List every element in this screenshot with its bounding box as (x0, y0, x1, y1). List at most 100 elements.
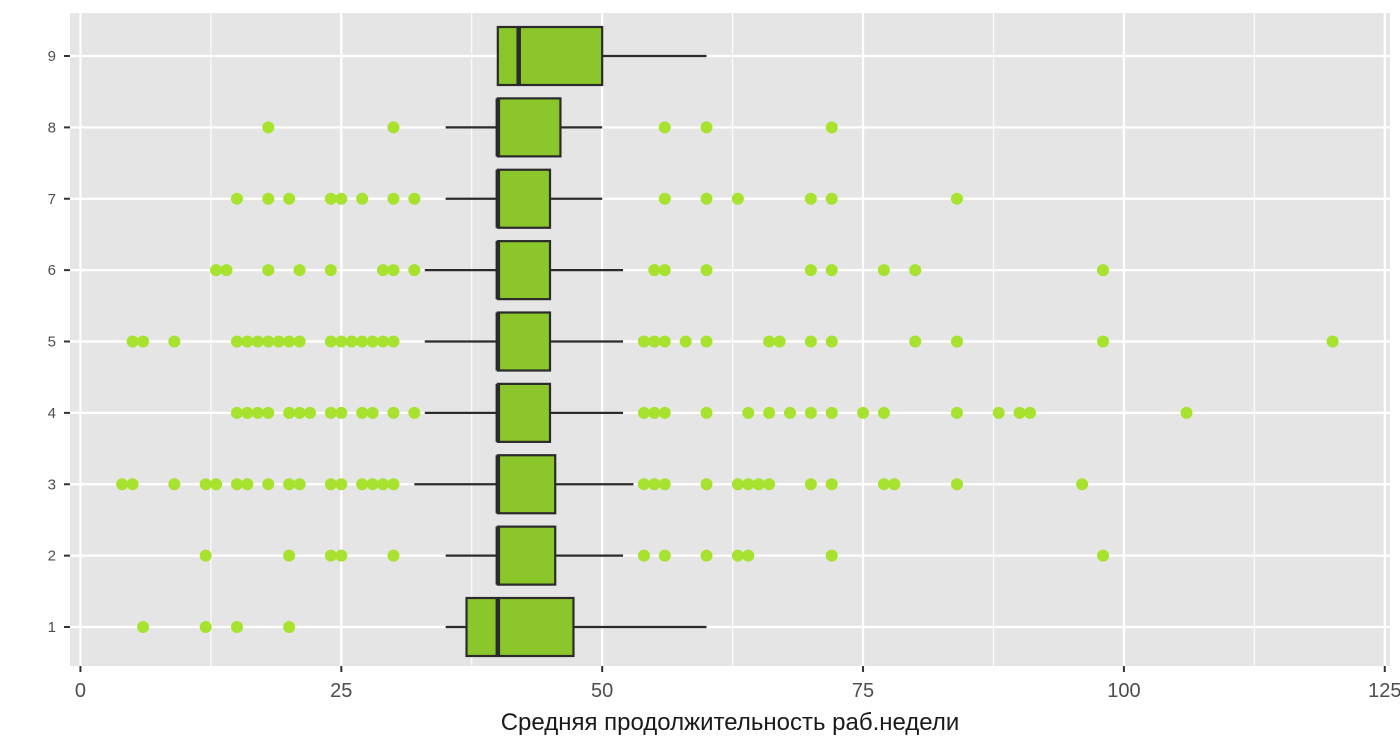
outlier-point (210, 264, 223, 277)
box-6 (424, 240, 624, 301)
outlier-point (700, 264, 713, 277)
outlier-point (742, 478, 755, 491)
outlier-point (241, 406, 254, 419)
outlier-point (377, 335, 390, 348)
box-iqr (496, 240, 552, 301)
outlier-point (877, 478, 890, 491)
box-iqr (496, 25, 604, 87)
outlier-point (752, 478, 765, 491)
outlier-point (909, 264, 922, 277)
outlier-point (324, 264, 337, 277)
outlier-point (335, 335, 348, 348)
outlier-point (950, 192, 963, 205)
outlier-point (658, 264, 671, 277)
outlier-point (1097, 335, 1110, 348)
outlier-point (324, 192, 337, 205)
outlier-point (199, 478, 212, 491)
outlier-point (387, 192, 400, 205)
outlier-point (304, 406, 316, 419)
outlier-point (293, 406, 306, 419)
outlier-point (825, 549, 838, 562)
outlier-point (262, 264, 275, 277)
outlier-point (637, 335, 650, 348)
outlier-point (126, 335, 139, 348)
outlier-point (356, 335, 369, 348)
outlier-point (230, 192, 243, 205)
outlier-point (387, 264, 400, 277)
outlier-point (387, 549, 400, 562)
outlier-point (700, 335, 713, 348)
box-iqr (496, 382, 552, 443)
box-iqr (496, 525, 557, 586)
outlier-point (356, 478, 369, 491)
outlier-point (637, 549, 650, 562)
outlier-point (387, 335, 400, 348)
outlier-point (356, 192, 369, 205)
box-iqr (496, 454, 557, 515)
outlier-point (366, 335, 379, 348)
outlier-point (763, 335, 776, 348)
outlier-point (950, 406, 963, 419)
outlier-point (700, 121, 713, 134)
outlier-point (251, 335, 264, 348)
outlier-point (1326, 335, 1339, 348)
outlier-point (888, 478, 901, 491)
y-tick-label: 4 (48, 405, 56, 422)
outlier-point (731, 478, 744, 491)
outlier-point (700, 478, 713, 491)
outlier-point (293, 335, 306, 348)
outlier-point (857, 406, 870, 419)
x-tick-label: 0 (75, 680, 86, 702)
outlier-point (679, 335, 692, 348)
outlier-point (804, 478, 817, 491)
outlier-point (648, 406, 661, 419)
outlier-point (950, 335, 963, 348)
y-tick-label: 3 (48, 476, 56, 493)
outlier-point (272, 335, 285, 348)
outlier-point (335, 549, 348, 562)
outlier-point (356, 406, 369, 419)
box-iqr (465, 596, 575, 658)
y-tick-label: 7 (48, 191, 56, 208)
outlier-point (324, 549, 337, 562)
outlier-point (742, 406, 755, 419)
box-series (414, 25, 707, 658)
outlier-point (251, 406, 264, 419)
outlier-point (262, 406, 275, 419)
box-iqr (496, 168, 552, 229)
outlier-point (199, 621, 212, 633)
grid-lines (70, 13, 1390, 666)
outlier-point (377, 478, 390, 491)
outlier-point (168, 335, 181, 348)
outlier-point (335, 478, 348, 491)
outlier-point (210, 478, 223, 491)
outlier-point (241, 478, 254, 491)
outlier-point (137, 335, 150, 348)
outlier-point (700, 192, 713, 205)
outlier-point (877, 264, 890, 277)
outlier-point (283, 335, 296, 348)
outlier-point (335, 192, 348, 205)
box-1 (445, 596, 707, 658)
outlier-point (637, 406, 650, 419)
outlier-point (366, 478, 379, 491)
outlier-point (731, 549, 744, 562)
outlier-point (241, 335, 254, 348)
outlier-point (658, 478, 671, 491)
box-iqr (496, 311, 552, 372)
outlier-point (137, 621, 150, 633)
outlier-point (658, 121, 671, 134)
outlier-point (804, 406, 817, 419)
outlier-point (377, 264, 390, 277)
outlier-point (1097, 549, 1110, 562)
outlier-point (293, 478, 306, 491)
y-tick-label: 2 (48, 548, 56, 565)
outlier-point (825, 478, 838, 491)
outlier-point (825, 264, 838, 277)
outlier-point (877, 406, 890, 419)
outlier-point (825, 406, 838, 419)
outlier-point (168, 478, 181, 491)
outlier-point (909, 335, 922, 348)
box-9 (496, 25, 707, 87)
